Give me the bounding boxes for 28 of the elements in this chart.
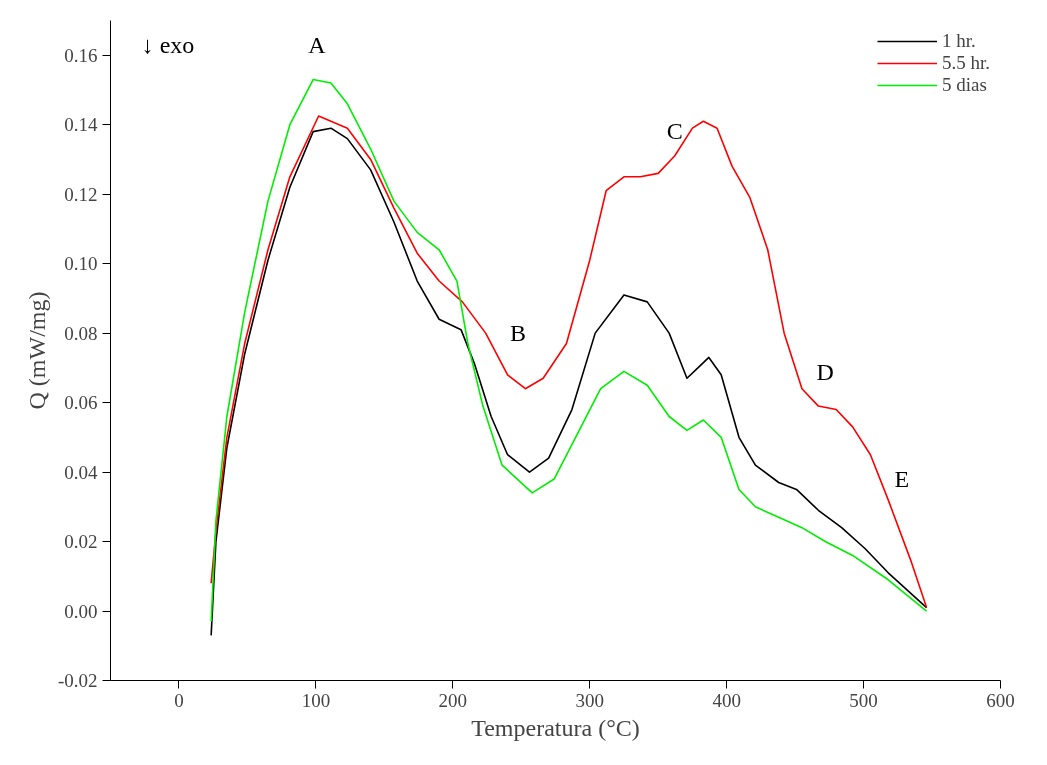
annotation: D <box>816 358 834 385</box>
y-axis-title: Q (mW/mg) <box>23 291 50 410</box>
x-tick-label: 300 <box>575 689 604 711</box>
y-tick-label: 0.16 <box>64 44 98 66</box>
annotation: A <box>308 31 327 58</box>
x-tick-label: 200 <box>438 689 468 711</box>
x-tick-label: 600 <box>986 689 1015 711</box>
y-tick-label: 0.12 <box>64 183 98 205</box>
legend-label: 5.5 hr. <box>941 52 990 74</box>
y-tick-label: 0.10 <box>64 253 98 275</box>
annotation: E <box>894 466 910 493</box>
x-tick-label: 400 <box>712 689 741 711</box>
annotation: ↓ exo <box>141 31 195 58</box>
y-tick-label: 0.14 <box>64 114 98 136</box>
y-tick-label: 0.06 <box>64 392 98 414</box>
legend-label: 1 hr. <box>941 30 976 52</box>
annotation: C <box>666 118 683 145</box>
y-tick-label: 0.00 <box>64 600 98 622</box>
x-tick-label: 100 <box>301 689 331 711</box>
x-tick-label: 0 <box>174 689 184 711</box>
x-tick-label: 500 <box>849 689 878 711</box>
legend-label: 5 dias <box>941 74 987 96</box>
y-tick-label: 0.02 <box>64 531 98 553</box>
y-tick-label: -0.02 <box>57 670 98 691</box>
x-axis-title: Temperatura (°C) <box>471 714 640 741</box>
annotation: B <box>510 320 527 347</box>
y-tick-label: 0.08 <box>64 322 98 344</box>
y-tick-label: 0.04 <box>64 461 98 483</box>
